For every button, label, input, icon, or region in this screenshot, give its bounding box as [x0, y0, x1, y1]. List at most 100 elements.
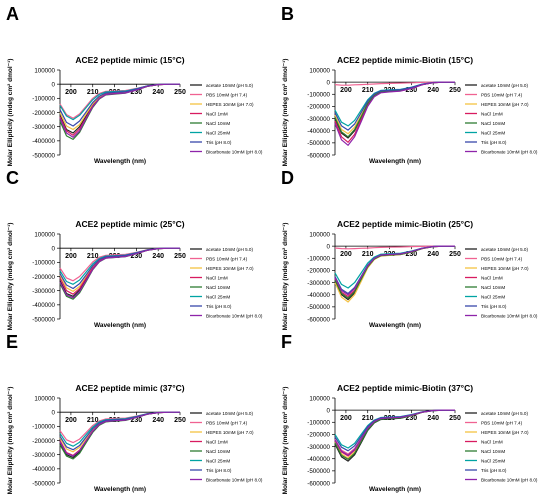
x-tick-label: 210 — [362, 415, 374, 422]
y-tick-label: -100000 — [307, 256, 330, 263]
legend-label: Bicarbonate 10mM (pH 8.0) — [206, 478, 263, 483]
y-tick-label: -300000 — [32, 452, 55, 459]
x-tick-label: 240 — [427, 251, 439, 258]
legend-label: NaCl 25mM — [206, 131, 230, 136]
legend-label: acetate 10mM (pH 5.0) — [481, 247, 528, 252]
x-tick-label: 210 — [362, 87, 374, 94]
y-tick-label: -400000 — [32, 302, 55, 309]
legend-label: Tris (pH 8.0) — [206, 468, 232, 473]
series-line — [334, 409, 455, 456]
legend-label: Bicarbonate 10mM (pH 8.0) — [481, 314, 538, 319]
legend-label: NaCl 10mM — [481, 285, 505, 290]
chart-title: ACE2 peptide mimic (15°C) — [75, 55, 184, 65]
y-tick-label: -400000 — [32, 466, 55, 473]
legend-label: NaCl 1mM — [206, 112, 228, 117]
series-line — [334, 81, 455, 86]
legend-label: Tris (pH 8.0) — [206, 140, 232, 145]
y-tick-label: -200000 — [307, 268, 330, 275]
x-tick-label: 250 — [174, 89, 186, 96]
y-tick-label: -300000 — [32, 124, 55, 131]
y-tick-label: 0 — [52, 245, 56, 252]
y-tick-label: -500000 — [32, 480, 55, 487]
y-tick-label: -400000 — [32, 138, 55, 145]
y-tick-label: -400000 — [307, 456, 330, 463]
y-axis-label: Molar Ellipticity (mdeg cm² dmol⁻¹) — [282, 59, 289, 167]
y-tick-label: 0 — [52, 409, 56, 416]
legend-label: acetate 10mM (pH 5.0) — [481, 83, 528, 88]
y-tick-label: 100000 — [309, 67, 330, 74]
legend-label: NaCl 25mM — [206, 295, 230, 300]
panel-f: F ACE2 peptide mimic-Biotin (37°C) 100000… — [275, 328, 550, 494]
x-tick-label: 250 — [449, 251, 461, 258]
legend-label: HEPES 10mM (pH 7.0) — [481, 266, 529, 271]
x-tick-label: 210 — [362, 251, 374, 258]
panel-a: A ACE2 peptide mimic (15°C) 100000 0 -10000… — [0, 0, 275, 167]
legend-label: PBS 10mM (pH 7.4) — [481, 257, 523, 262]
legend-label: HEPES 10mM (pH 7.0) — [481, 430, 529, 435]
panel-b: B ACE2 peptide mimic-Biotin (15°C) 100000… — [275, 0, 550, 167]
legend-label: HEPES 10mM (pH 7.0) — [206, 102, 254, 107]
x-tick-label: 230 — [406, 87, 418, 94]
x-tick-label: 210 — [87, 89, 99, 96]
legend-label: Bicarbonate 10mM (pH 8.0) — [481, 478, 538, 483]
panel-c: C ACE2 peptide mimic (25°C) 100000 0 -10000… — [0, 164, 275, 330]
x-axis-label: Wavelength (nm) — [94, 486, 146, 493]
y-tick-label: -300000 — [307, 280, 330, 287]
legend-label: NaCl 1mM — [206, 440, 228, 445]
series-line — [334, 245, 455, 250]
y-tick-label: -100000 — [307, 92, 330, 99]
y-tick-label: -500000 — [32, 152, 55, 159]
series-line — [334, 245, 455, 296]
legend-label: HEPES 10mM (pH 7.0) — [206, 430, 254, 435]
y-tick-label: -200000 — [307, 432, 330, 439]
y-tick-label: 100000 — [34, 395, 55, 402]
chart-title: ACE2 peptide mimic (25°C) — [75, 219, 184, 229]
y-tick-label: -200000 — [307, 104, 330, 111]
x-tick-label: 200 — [65, 89, 77, 96]
x-tick-label: 230 — [406, 415, 418, 422]
y-tick-label: -600000 — [307, 316, 330, 323]
legend-label: PBS 10mM (pH 7.4) — [206, 93, 248, 98]
x-axis-label: Wavelength (nm) — [369, 486, 421, 493]
x-tick-label: 200 — [65, 253, 77, 260]
legend-label: NaCl 10mM — [206, 449, 230, 454]
y-tick-label: -200000 — [32, 274, 55, 281]
legend-label: NaCl 1mM — [481, 276, 503, 281]
x-tick-label: 200 — [340, 415, 352, 422]
y-tick-label: -600000 — [307, 480, 330, 487]
legend-label: Tris (pH 8.0) — [481, 304, 507, 309]
y-tick-label: 0 — [327, 79, 331, 86]
legend-label: Bicarbonate 10mM (pH 8.0) — [206, 150, 263, 155]
x-axis-label: Wavelength (nm) — [369, 322, 421, 329]
x-tick-label: 230 — [131, 417, 143, 424]
y-axis-label: Molar Ellipticity (mdeg cm² dmol⁻¹) — [7, 59, 14, 167]
y-tick-label: 100000 — [34, 231, 55, 238]
y-tick-label: 100000 — [34, 67, 55, 74]
x-axis-label: Wavelength (nm) — [94, 322, 146, 329]
x-tick-label: 200 — [65, 417, 77, 424]
y-tick-label: -100000 — [32, 96, 55, 103]
panel-letter: B — [281, 4, 294, 24]
legend-label: HEPES 10mM (pH 7.0) — [206, 266, 254, 271]
x-tick-label: 200 — [340, 251, 352, 258]
x-tick-label: 250 — [174, 417, 186, 424]
panel-letter: A — [6, 4, 19, 24]
y-tick-label: -300000 — [307, 444, 330, 451]
series-line — [59, 83, 180, 138]
legend-label: NaCl 1mM — [481, 112, 503, 117]
y-tick-label: -300000 — [307, 116, 330, 123]
y-axis-label: Molar Ellipticity (mdeg cm² dmol⁻¹) — [282, 223, 289, 331]
legend-label: Bicarbonate 10mM (pH 8.0) — [481, 150, 538, 155]
y-tick-label: -500000 — [307, 304, 330, 311]
legend-label: PBS 10mM (pH 7.4) — [481, 93, 523, 98]
x-tick-label: 200 — [340, 87, 352, 94]
y-tick-label: -500000 — [307, 468, 330, 475]
y-tick-label: -200000 — [32, 438, 55, 445]
y-tick-label: -500000 — [32, 316, 55, 323]
series-line — [334, 81, 455, 146]
series-line — [59, 247, 180, 299]
legend-label: acetate 10mM (pH 5.0) — [206, 83, 253, 88]
x-axis-label: Wavelength (nm) — [94, 158, 146, 165]
chart-title: ACE2 peptide mimic-Biotin (25°C) — [337, 219, 473, 229]
legend-label: Tris (pH 8.0) — [481, 468, 507, 473]
